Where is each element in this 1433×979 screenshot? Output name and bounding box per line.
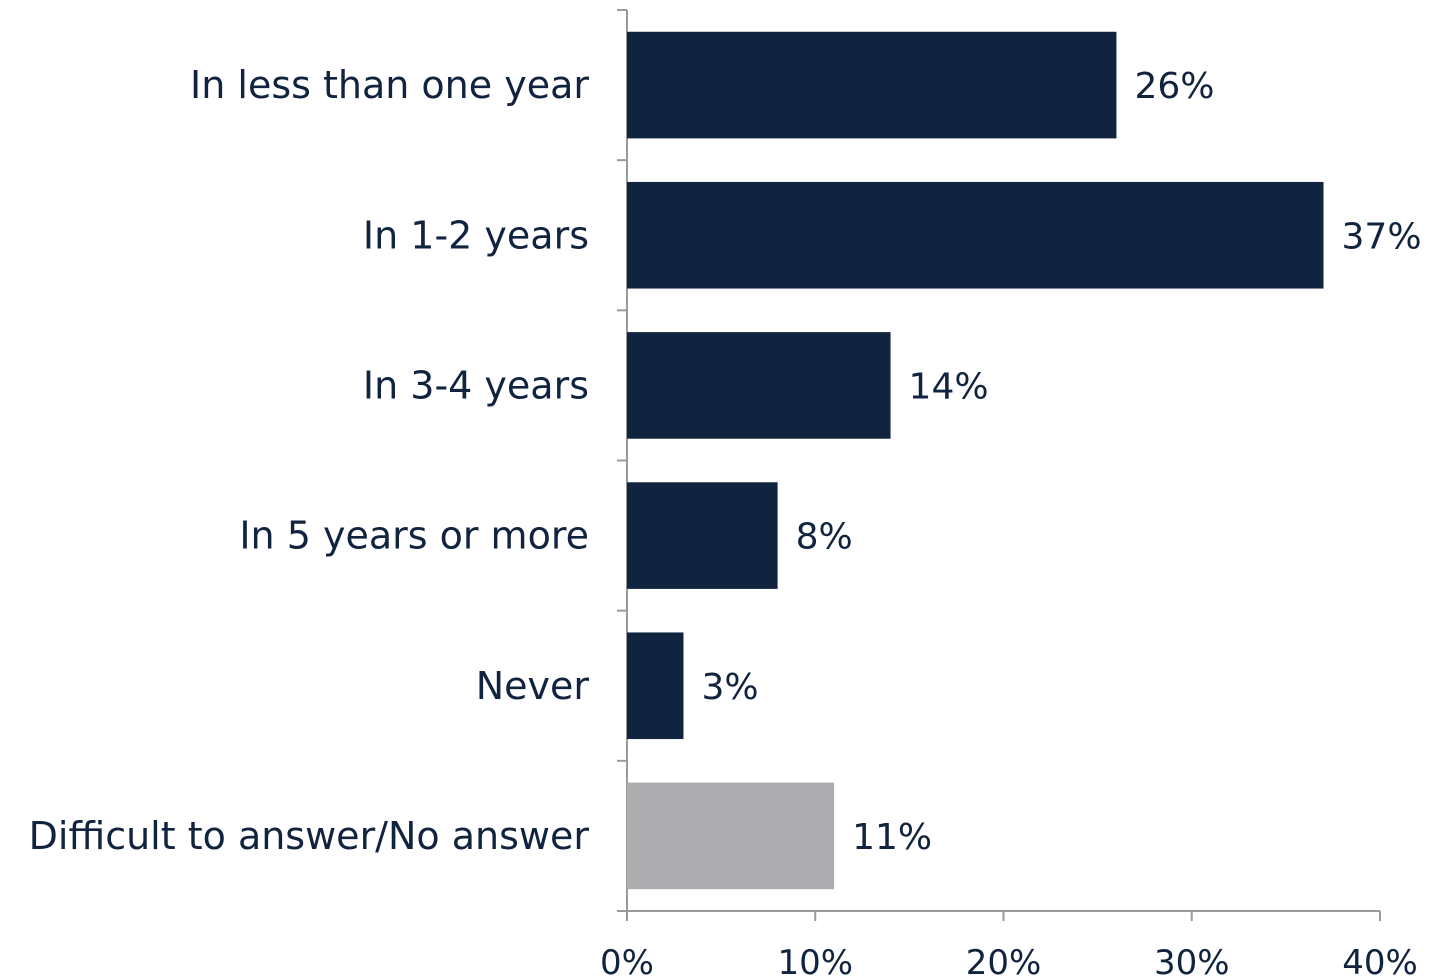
category-label: In 1-2 years <box>363 213 589 257</box>
category-labels-group: In less than one year In 1-2 years In 3-4 … <box>29 63 590 858</box>
bar <box>627 31 1117 139</box>
chart-axes <box>617 9 1380 912</box>
bar-value-label: 26% <box>1134 66 1214 107</box>
x-ticks-group: 0% 10% 20% 30% 40% <box>600 911 1418 979</box>
x-tick-label: 10% <box>777 943 853 979</box>
x-tick-label: 20% <box>966 943 1042 979</box>
x-tick-label: 30% <box>1154 943 1230 979</box>
bars-group <box>627 31 1324 890</box>
category-label: In 3-4 years <box>363 363 589 407</box>
bar-value-label: 37% <box>1342 216 1422 257</box>
category-label: In 5 years or more <box>239 514 589 558</box>
bar <box>627 181 1324 289</box>
category-label: In less than one year <box>190 63 589 107</box>
bar <box>627 632 684 740</box>
bar-value-label: 11% <box>852 817 932 858</box>
value-labels-group: 26% 37% 14% 8% 3% 11% <box>701 66 1421 858</box>
bar <box>627 782 835 890</box>
bar-value-label: 14% <box>909 366 989 407</box>
x-tick-label: 40% <box>1342 943 1418 979</box>
bar <box>627 332 891 439</box>
bar-value-label: 3% <box>701 667 758 708</box>
bar <box>627 482 778 589</box>
bar-value-label: 8% <box>796 517 853 558</box>
category-label: Never <box>476 664 590 708</box>
category-label: Difficult to answer/No answer <box>29 814 590 858</box>
x-tick-label: 0% <box>600 943 654 979</box>
